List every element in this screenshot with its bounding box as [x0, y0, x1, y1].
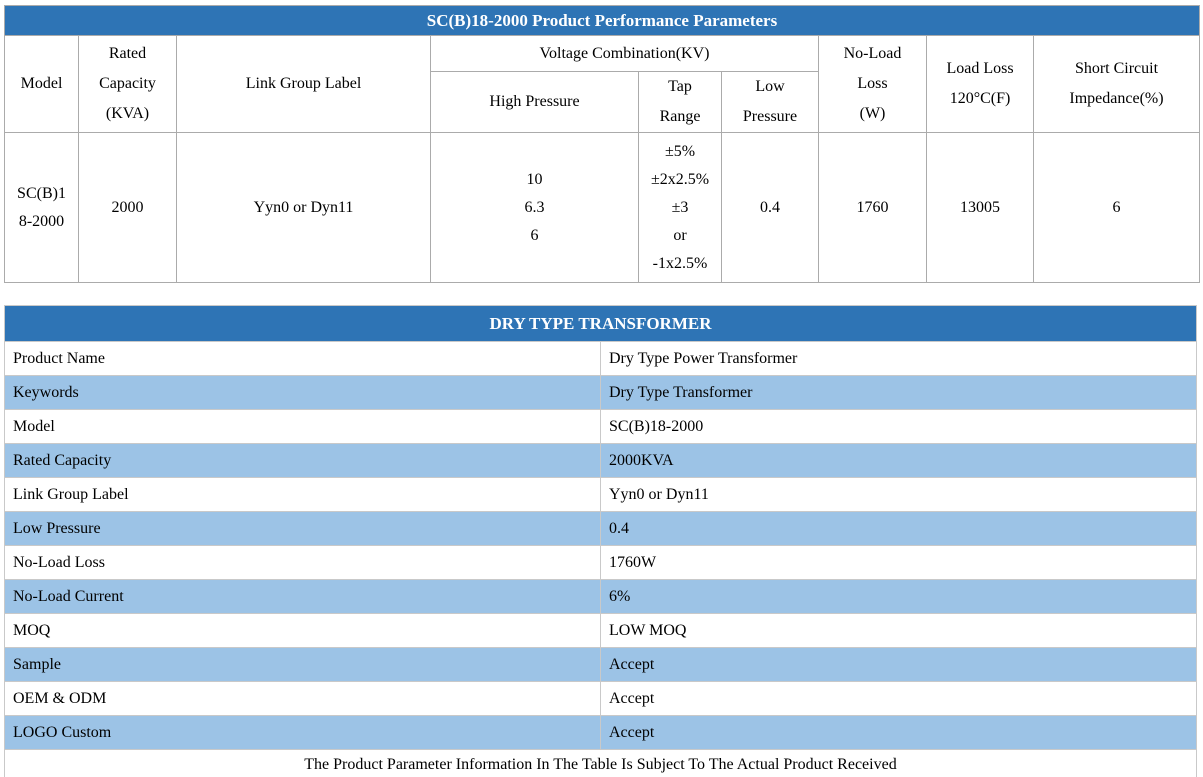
- performance-table-header-row-1: Model Rated Capacity (KVA) Link Group La…: [4, 35, 1200, 133]
- spec-label: Low Pressure: [4, 511, 601, 546]
- cell-load-loss: 13005: [926, 132, 1034, 283]
- spec-value: SC(B)18-2000: [600, 409, 1197, 444]
- cell-low-pressure: 0.4: [721, 132, 819, 283]
- performance-table: SC(B)18-2000 Product Performance Paramet…: [4, 5, 1200, 283]
- spec-row-rated-capacity: Rated Capacity 2000KVA: [4, 443, 1197, 478]
- col-header-no-load-loss: No-Load Loss (W): [818, 35, 927, 133]
- spec-value: LOW MOQ: [600, 613, 1197, 648]
- cell-link-group-label: Yyn0 or Dyn11: [176, 132, 431, 283]
- spec-label: MOQ: [4, 613, 601, 648]
- footer-note: The Product Parameter Information In The…: [4, 749, 1197, 777]
- spec-value: Dry Type Transformer: [600, 375, 1197, 410]
- col-header-low-pressure: Low Pressure: [721, 71, 819, 133]
- col-header-link-group-label: Link Group Label: [176, 35, 431, 133]
- spec-row-moq: MOQ LOW MOQ: [4, 613, 1197, 648]
- cell-rated-capacity: 2000: [78, 132, 177, 283]
- spec-label: No-Load Current: [4, 579, 601, 614]
- col-header-short-circuit-impedance: Short Circuit Impedance(%): [1033, 35, 1200, 133]
- spec-table: DRY TYPE TRANSFORMER Product Name Dry Ty…: [4, 305, 1197, 777]
- spec-value: 6%: [600, 579, 1197, 614]
- spec-value: Accept: [600, 681, 1197, 716]
- spec-table-footer-row: The Product Parameter Information In The…: [4, 749, 1197, 777]
- spec-row-low-pressure: Low Pressure 0.4: [4, 511, 1197, 546]
- spec-label: LOGO Custom: [4, 715, 601, 750]
- cell-no-load-loss: 1760: [818, 132, 927, 283]
- spec-label: Sample: [4, 647, 601, 682]
- spec-row-model: Model SC(B)18-2000: [4, 409, 1197, 444]
- spec-row-oem-odm: OEM & ODM Accept: [4, 681, 1197, 716]
- spec-value: 2000KVA: [600, 443, 1197, 478]
- spec-row-logo-custom: LOGO Custom Accept: [4, 715, 1197, 750]
- spec-value: Accept: [600, 715, 1197, 750]
- spec-label: OEM & ODM: [4, 681, 601, 716]
- spec-label: Model: [4, 409, 601, 444]
- spec-table-title: DRY TYPE TRANSFORMER: [4, 305, 1197, 342]
- spec-row-no-load-current: No-Load Current 6%: [4, 579, 1197, 614]
- spec-row-sample: Sample Accept: [4, 647, 1197, 682]
- spec-value: Dry Type Power Transformer: [600, 341, 1197, 376]
- spec-row-keywords: Keywords Dry Type Transformer: [4, 375, 1197, 410]
- spec-value: Yyn0 or Dyn11: [600, 477, 1197, 512]
- col-header-tap-range: Tap Range: [638, 71, 722, 133]
- performance-table-header-row-2: High Pressure Tap Range Low Pressure: [5, 71, 1200, 133]
- col-header-voltage-combination: Voltage Combination(KV): [430, 35, 819, 72]
- cell-tap-range: ±5% ±2x2.5% ±3 or -1x2.5%: [638, 132, 722, 283]
- spec-label: Rated Capacity: [4, 443, 601, 478]
- spec-row-link-group-label: Link Group Label Yyn0 or Dyn11: [4, 477, 1197, 512]
- cell-model: SC(B)1 8-2000: [4, 132, 79, 283]
- spec-label: Keywords: [4, 375, 601, 410]
- spec-row-product-name: Product Name Dry Type Power Transformer: [4, 341, 1197, 376]
- performance-table-title-row: SC(B)18-2000 Product Performance Paramet…: [4, 5, 1200, 36]
- spec-value: 1760W: [600, 545, 1197, 580]
- col-header-load-loss: Load Loss 120°C(F): [926, 35, 1034, 133]
- spec-value: 0.4: [600, 511, 1197, 546]
- col-header-model: Model: [4, 35, 79, 133]
- spec-label: No-Load Loss: [4, 545, 601, 580]
- performance-table-data-row: SC(B)1 8-2000 2000 Yyn0 or Dyn11 10 6.3 …: [4, 132, 1200, 283]
- performance-table-title: SC(B)18-2000 Product Performance Paramet…: [4, 5, 1200, 36]
- cell-high-pressure: 10 6.3 6: [430, 132, 639, 283]
- spec-value: Accept: [600, 647, 1197, 682]
- col-header-high-pressure: High Pressure: [430, 71, 639, 133]
- spec-row-no-load-loss: No-Load Loss 1760W: [4, 545, 1197, 580]
- col-header-rated-capacity: Rated Capacity (KVA): [78, 35, 177, 133]
- cell-short-circuit-impedance: 6: [1033, 132, 1200, 283]
- spec-label: Link Group Label: [4, 477, 601, 512]
- spec-label: Product Name: [4, 341, 601, 376]
- spec-table-title-row: DRY TYPE TRANSFORMER: [4, 305, 1197, 342]
